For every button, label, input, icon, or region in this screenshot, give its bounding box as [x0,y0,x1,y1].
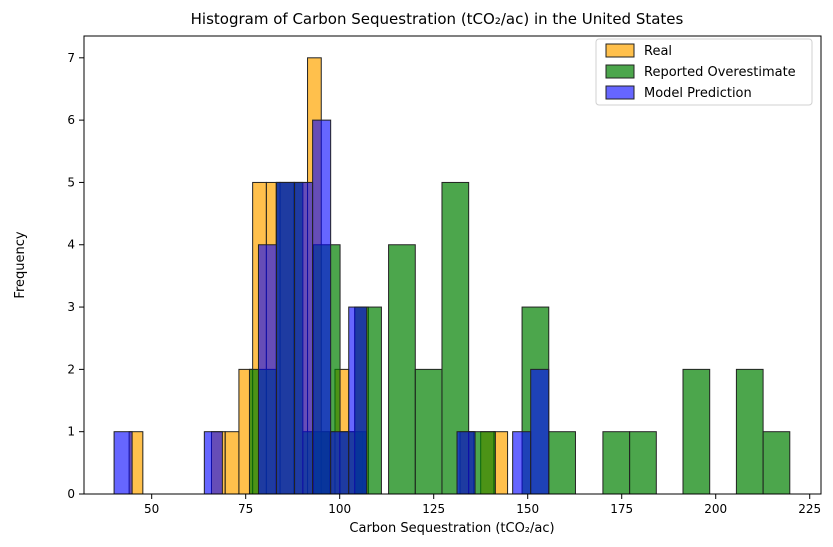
bar-model-5 [203,431,223,495]
y-tick-label: 7 [67,51,75,65]
bar-reported-15 [735,368,764,495]
bar-reported-6 [388,244,416,495]
bar-model-16 [530,368,550,495]
x-axis-ticks: 50 75 100 125 150 175 200 225 [144,494,821,516]
x-tick-label: 50 [144,502,159,516]
bar-model-0 [113,431,133,495]
x-tick-label: 125 [422,502,445,516]
bar-reported-14 [682,368,711,495]
bar-model-13 [348,306,368,495]
bar-model-10 [294,181,314,495]
x-tick-label: 100 [328,502,351,516]
y-tick-label: 6 [67,113,75,127]
bar-model-9 [276,181,296,495]
legend-frame [595,38,813,106]
x-tick-label: 150 [516,502,539,516]
x-tick-label: 200 [704,502,727,516]
y-tick-label: 0 [67,487,75,501]
bars-layer [113,57,791,495]
bar-real-7 [224,431,240,495]
y-axis-ticks: 0 1 2 3 4 5 6 7 [67,51,84,501]
y-axis-label: Frequency [13,231,28,298]
bar-model-12 [330,431,350,495]
bar-reported-16 [762,431,791,495]
legend-swatch-real [605,43,635,58]
legend-label-model: Model Prediction [644,86,752,101]
bar-reported-13 [629,431,657,495]
legend: Real Reported Overestimate Model Predict… [595,38,813,106]
bar-model-14 [456,431,476,495]
legend-swatch-reported [605,64,635,79]
plot-frame [83,35,822,495]
bar-reported-11 [548,431,576,495]
bar-real-21 [493,431,509,495]
y-tick-label: 2 [67,362,75,376]
bar-model-15 [512,431,532,495]
y-tick-label: 4 [67,238,75,252]
y-tick-label: 1 [67,425,75,439]
legend-swatch-model [605,85,635,100]
legend-label-reported: Reported Overestimate [644,65,796,80]
x-tick-label: 225 [798,502,821,516]
legend-label-real: Real [644,44,672,59]
bar-model-11 [312,119,332,495]
bar-model-8 [257,244,278,495]
x-axis-label: Carbon Sequestration (tCO₂/ac) [349,521,554,536]
bar-reported-12 [602,431,631,495]
x-tick-label: 175 [610,502,633,516]
bar-reported-8 [441,181,470,495]
x-tick-label: 75 [238,502,253,516]
y-tick-label: 5 [67,175,75,189]
bar-reported-7 [414,368,443,495]
y-tick-label: 3 [67,300,75,314]
chart-title: Histogram of Carbon Sequestration (tCO₂/… [191,10,684,28]
